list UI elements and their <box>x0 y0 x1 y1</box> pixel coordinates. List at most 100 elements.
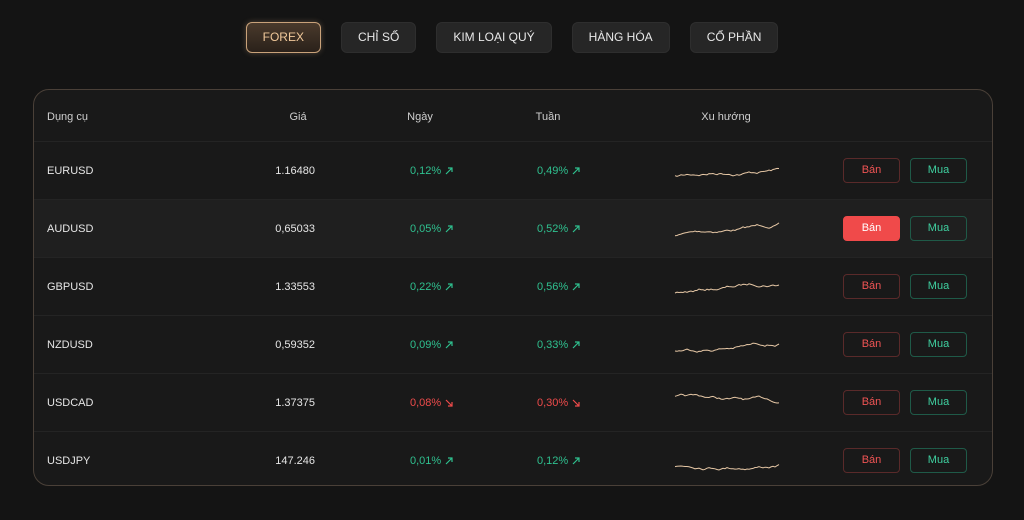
week-change-text: 0,30% <box>537 397 569 409</box>
symbol: AUDUSD <box>47 223 94 235</box>
arrow-shape <box>445 457 453 465</box>
sparkline-path <box>674 393 780 404</box>
column-header: Giá <box>289 111 307 123</box>
sparkline <box>674 342 780 353</box>
trend-arrow <box>572 341 580 349</box>
arrow-shape <box>445 283 453 291</box>
week-change: 0,12% <box>537 455 580 467</box>
sparkline-path <box>674 167 780 177</box>
symbol: EURUSD <box>47 165 94 177</box>
arrow-shape <box>445 225 453 233</box>
day-change: 0,01% <box>410 455 453 467</box>
sparkline-path <box>674 283 780 294</box>
arrow-shape <box>572 225 580 233</box>
day-change-text: 0,22% <box>410 281 442 293</box>
table-row: NZDUSD 0,59352 0,09% 0,33% Bán Mua <box>34 315 992 374</box>
tab-bar: FOREX CHỈ SỐ KIM LOẠI QUÝ HÀNG HÓA CỔ PHẦN <box>0 22 1024 53</box>
buy-button[interactable]: Mua <box>910 390 967 415</box>
trend-arrow <box>572 457 580 465</box>
day-change-text: 0,09% <box>410 339 442 351</box>
arrow-shape <box>572 167 580 175</box>
sparkline <box>674 283 780 294</box>
arrow-shape <box>445 341 453 349</box>
sparkline <box>674 167 780 177</box>
week-change-text: 0,33% <box>537 339 569 351</box>
buy-button[interactable]: Mua <box>910 448 967 473</box>
sparkline-path <box>674 342 780 353</box>
sell-button[interactable]: Bán <box>843 332 900 357</box>
arrow-shape <box>572 341 580 349</box>
week-change: 0,56% <box>537 281 580 293</box>
column-header: Ngày <box>407 111 433 123</box>
arrow-shape <box>572 283 580 291</box>
trend-arrow <box>445 457 453 465</box>
arrow-shape <box>572 457 580 465</box>
symbol: NZDUSD <box>47 339 93 351</box>
table-row: EURUSD 1.16480 0,12% 0,49% Bán Mua <box>34 141 992 200</box>
arrow-shape <box>445 399 453 407</box>
sell-button[interactable]: Bán <box>843 390 900 415</box>
table-row: USDCAD 1.37375 0,08% 0,30% Bán Mua <box>34 373 992 432</box>
tab[interactable]: CHỈ SỐ <box>340 22 417 53</box>
table-row: GBPUSD 1.33553 0,22% 0,56% Bán Mua <box>34 257 992 316</box>
price: 147.246 <box>275 455 315 467</box>
sell-button[interactable]: Bán <box>843 158 900 183</box>
arrow-shape <box>445 167 453 175</box>
day-change: 0,22% <box>410 281 453 293</box>
day-change: 0,12% <box>410 165 453 177</box>
sell-button[interactable]: Bán <box>843 216 900 241</box>
buy-button[interactable]: Mua <box>910 158 967 183</box>
week-change: 0,33% <box>537 339 580 351</box>
day-change-text: 0,12% <box>410 165 442 177</box>
week-change-text: 0,49% <box>537 165 569 177</box>
buy-button[interactable]: Mua <box>910 216 967 241</box>
column-header: Xu hướng <box>701 111 751 123</box>
week-change-text: 0,12% <box>537 455 569 467</box>
trend-arrow <box>445 341 453 349</box>
column-header: Tuần <box>535 111 561 123</box>
tab[interactable]: HÀNG HÓA <box>571 22 670 53</box>
day-change-text: 0,05% <box>410 223 442 235</box>
trend-arrow <box>445 283 453 291</box>
tab[interactable]: KIM LOẠI QUÝ <box>436 22 552 53</box>
table-row: AUDUSD 0,65033 0,05% 0,52% Bán Mua <box>34 199 992 258</box>
sparkline-path <box>674 222 780 237</box>
trend-arrow <box>572 399 580 407</box>
sparkline <box>674 222 780 237</box>
sparkline <box>674 464 780 471</box>
instrument-table: Dụng cụ Giá Ngày Tuần Xu hướng EURUSD 1.16480 0… <box>33 89 993 486</box>
arrow-shape <box>572 399 580 407</box>
day-change: 0,09% <box>410 339 453 351</box>
sell-button[interactable]: Bán <box>843 448 900 473</box>
trend-arrow <box>572 225 580 233</box>
day-change-text: 0,08% <box>410 397 442 409</box>
trend-arrow <box>572 283 580 291</box>
trend-arrow <box>445 167 453 175</box>
tab[interactable]: CỔ PHẦN <box>689 22 779 53</box>
week-change: 0,52% <box>537 223 580 235</box>
buy-button[interactable]: Mua <box>910 332 967 357</box>
week-change: 0,30% <box>537 397 580 409</box>
week-change: 0,49% <box>537 165 580 177</box>
trend-arrow <box>572 167 580 175</box>
tab[interactable]: FOREX <box>245 22 321 53</box>
sparkline <box>674 393 780 404</box>
day-change-text: 0,01% <box>410 455 442 467</box>
symbol: GBPUSD <box>47 281 94 293</box>
price: 0,59352 <box>275 339 315 351</box>
column-header: Dụng cụ <box>47 111 88 123</box>
price: 1.16480 <box>275 165 315 177</box>
trend-arrow <box>445 399 453 407</box>
day-change: 0,08% <box>410 397 453 409</box>
price: 1.37375 <box>275 397 315 409</box>
week-change-text: 0,56% <box>537 281 569 293</box>
sell-button[interactable]: Bán <box>843 274 900 299</box>
symbol: USDJPY <box>47 455 91 467</box>
day-change: 0,05% <box>410 223 453 235</box>
trend-arrow <box>445 225 453 233</box>
symbol: USDCAD <box>47 397 94 409</box>
buy-button[interactable]: Mua <box>910 274 967 299</box>
price: 0,65033 <box>275 223 315 235</box>
